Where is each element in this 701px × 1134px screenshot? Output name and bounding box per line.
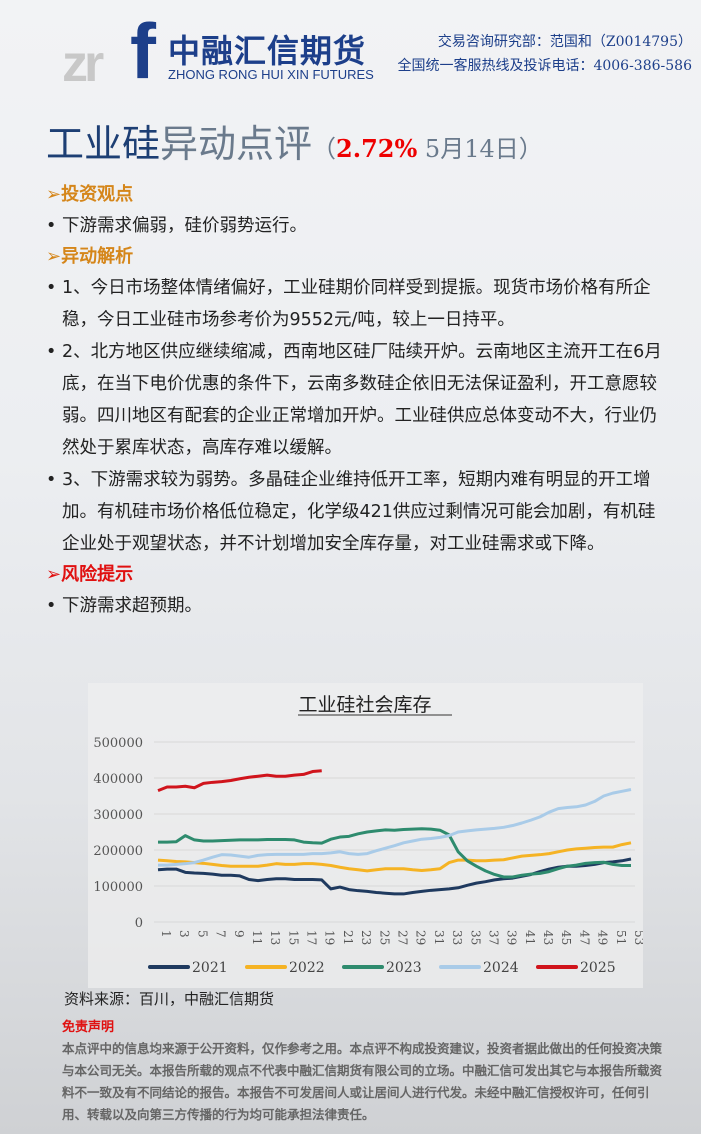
series-line-2023 xyxy=(158,827,631,879)
x-tick-label: 43 xyxy=(541,930,555,945)
title-date: 5月14日 xyxy=(417,135,519,163)
disclaimer-heading: 免责声明 xyxy=(62,1020,115,1035)
x-tick-label: 15 xyxy=(286,930,300,945)
contact-line-1: 交易咨询研究部：范国和（Z0014795） xyxy=(437,34,692,50)
chart-title: 工业硅社会库存 xyxy=(298,694,431,716)
title-change: 2.72% xyxy=(336,134,418,163)
series-line-2021 xyxy=(157,857,632,896)
company-logo: zr f 中融汇信期货 ZHONG RONG HUI XIN FUTURES xyxy=(62,12,382,93)
list-item: 下游需求偏弱，硅价弱势运行。 xyxy=(46,210,666,242)
title-paren: ） xyxy=(518,135,543,163)
section-heading: ➢风险提示 xyxy=(46,564,134,585)
series-line-2022 xyxy=(157,841,632,873)
logo-cn: 中融汇信期货 xyxy=(168,32,367,70)
legend-label: 2023 xyxy=(386,960,422,976)
title-product: 工业硅 xyxy=(46,122,161,166)
inventory-chart: 工业硅社会库存 0 100000 200000 300000 400000 500000 1 3… xyxy=(88,683,646,988)
x-tick-label: 11 xyxy=(250,930,264,945)
series-line-2025 xyxy=(157,769,322,792)
x-tick-label: 13 xyxy=(268,930,282,945)
header: zr f 中融汇信期货 ZHONG RONG HUI XIN FUTURES 交易… xyxy=(0,0,701,110)
x-tick-label: 9 xyxy=(232,930,246,938)
x-tick-label: 29 xyxy=(414,930,428,945)
x-tick-label: 19 xyxy=(323,930,337,945)
y-tick-label: 0 xyxy=(135,916,143,931)
logo-en: ZHONG RONG HUI XIN FUTURES xyxy=(168,67,374,82)
legend-label: 2021 xyxy=(192,960,228,976)
x-tick-label: 7 xyxy=(214,930,228,938)
x-tick-label: 37 xyxy=(486,930,500,945)
x-tick-label: 3 xyxy=(177,930,191,938)
section-heading: ➢异动解析 xyxy=(46,246,134,267)
y-tick-label: 500000 xyxy=(93,736,143,751)
contact-info: 交易咨询研究部：范国和（Z0014795） 全国统一客服热线及投诉电话：4006… xyxy=(392,30,692,78)
page-title: 工业硅异动点评（2.72% 5月14日） xyxy=(46,113,543,168)
logo-mark: zr xyxy=(62,35,104,93)
x-tick-label: 45 xyxy=(559,930,573,945)
y-tick-label: 300000 xyxy=(93,808,143,823)
x-tick-label: 21 xyxy=(341,930,355,945)
x-tick-label: 25 xyxy=(377,930,391,945)
x-tick-label: 49 xyxy=(596,930,610,945)
contact-line-2: 全国统一客服热线及投诉电话：4006-386-586 xyxy=(397,58,692,74)
x-tick-label: 47 xyxy=(577,930,591,945)
report-content: ➢投资观点 下游需求偏弱，硅价弱势运行。 ➢异动解析 1、今日市场整体情绪偏好，… xyxy=(46,180,666,622)
logo-mark-f: f xyxy=(130,7,156,95)
legend-label: 2024 xyxy=(483,960,519,976)
legend-label: 2025 xyxy=(580,960,616,976)
y-tick-label: 200000 xyxy=(93,844,143,859)
x-tick-label: 23 xyxy=(359,930,373,945)
y-tick-label: 400000 xyxy=(93,772,143,787)
title-paren: （ xyxy=(312,135,337,163)
list-item: 3、下游需求较为弱势。多晶硅企业维持低开工率，短期内难有明显的开工增加。有机硅市… xyxy=(46,464,666,560)
x-tick-label: 33 xyxy=(450,930,464,945)
x-tick-label: 27 xyxy=(396,930,410,945)
x-tick-label: 35 xyxy=(468,930,482,945)
x-tick-label: 31 xyxy=(432,930,446,945)
title-type: 异动点评 xyxy=(160,122,313,166)
x-tick-label: 17 xyxy=(305,930,319,945)
list-item: 2、北方地区供应继续缩减，西南地区硅厂陆续开炉。云南地区主流开工在6月底，在当下… xyxy=(46,336,666,464)
x-tick-label: 51 xyxy=(614,930,628,945)
x-tick-label: 1 xyxy=(159,930,173,938)
x-tick-label: 53 xyxy=(632,930,643,945)
data-source: 资料来源：百川，中融汇信期货 xyxy=(64,990,275,1008)
x-tick-label: 5 xyxy=(195,930,209,938)
x-tick-label: 39 xyxy=(505,930,519,945)
x-tick-label: 41 xyxy=(523,930,537,945)
y-tick-label: 100000 xyxy=(93,880,143,895)
list-item: 下游需求超预期。 xyxy=(46,590,666,622)
section-heading: ➢投资观点 xyxy=(46,184,134,205)
legend-label: 2022 xyxy=(289,960,325,976)
disclaimer-text: 本点评中的信息均来源于公开资料，仅作参考之用。本点评不构成投资建议，投资者据此做… xyxy=(62,1041,663,1122)
series-line-2024 xyxy=(158,788,632,867)
list-item: 1、今日市场整体情绪偏好，工业硅期价同样受到提振。现货市场价格有所企稳，今日工业… xyxy=(46,272,666,336)
